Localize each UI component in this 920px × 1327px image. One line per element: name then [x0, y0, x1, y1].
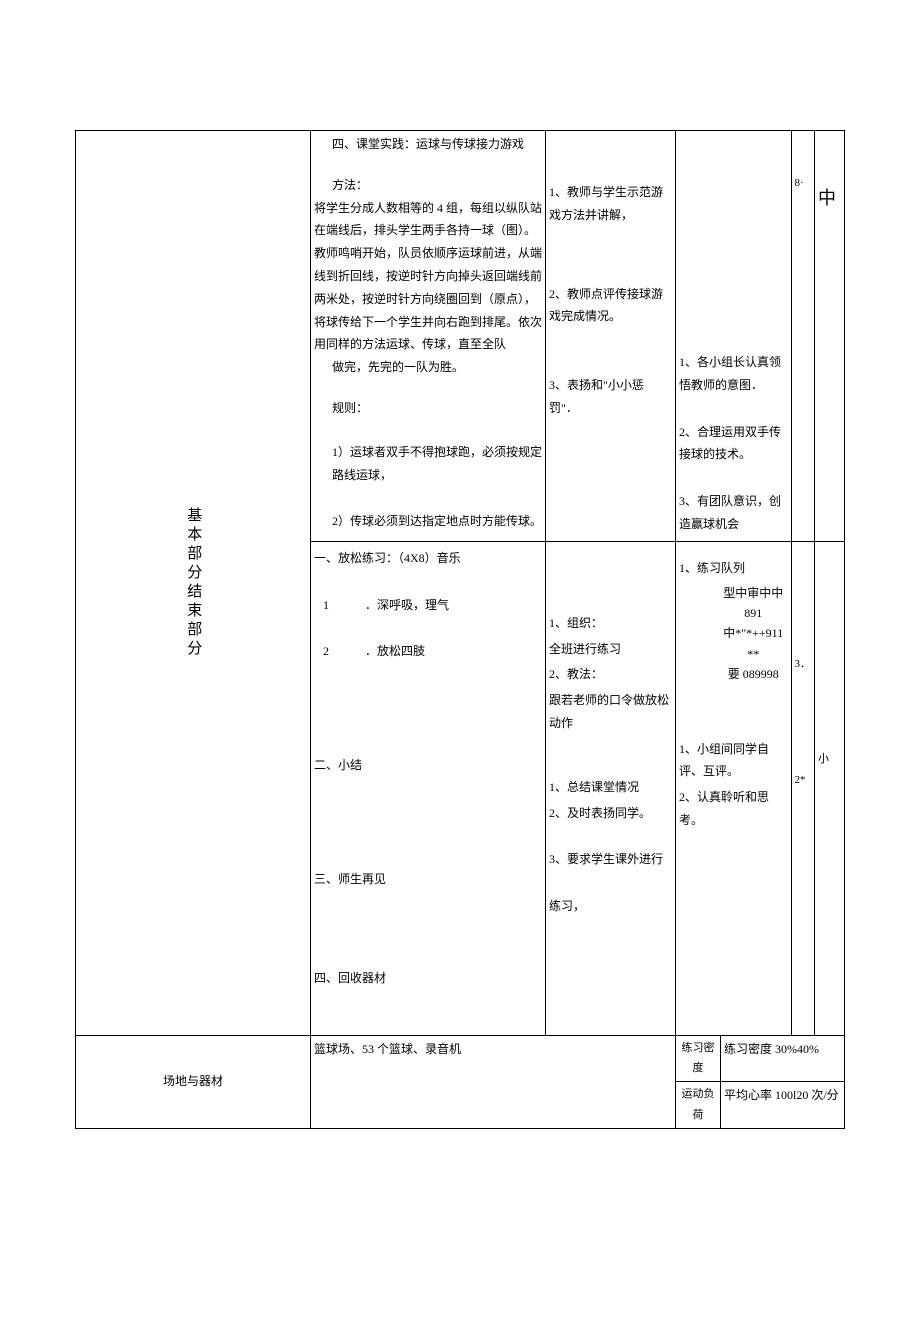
teach1-2: 2、教师点评传接球游戏完成情况。 — [549, 283, 672, 329]
stud2-c2: 2、认真聆听和思考。 — [679, 786, 788, 832]
lesson-plan-table: 基本部分结束部分 四、课堂实践：运球与传球接力游戏 方法： 将学生分成人数相等的… — [75, 130, 845, 1129]
time2-1: 3． — [795, 658, 812, 670]
stud2-c1: 1、小组间同学自评、互评。 — [679, 738, 788, 784]
student-cell-1: 1、各小组长认真领悟教师的意图． 2、合理运用双手传接球的技术。 3、有团队意识… — [676, 131, 792, 542]
rule-2: 2）传球必须到达指定地点时方能传球。 — [314, 510, 542, 533]
form-l3: ** — [719, 644, 788, 664]
intensity-cell-2: 小 — [815, 541, 845, 1035]
teach2-2: 2、教法： — [549, 663, 672, 686]
student-cell-2: 1、练习队列 型中审中中 891 中*"*++911 ** 要 089998 1… — [676, 541, 792, 1035]
stud1-1: 1、各小组长认真领悟教师的意图． — [679, 351, 788, 397]
method-done: 做完，先完的一队为胜。 — [314, 356, 542, 379]
relax2-txt: ．放松四肢 — [341, 644, 425, 658]
teach2-c1: 1、总结课堂情况 — [549, 776, 672, 799]
teach2-c3b: 练习， — [549, 895, 672, 918]
relax1-txt: ．深呼吸，理气 — [341, 598, 449, 612]
teach-cell-2: 1、组织： 全班进行练习 2、教法： 跟若老师的口令做放松动作 1、总结课堂情况… — [546, 541, 676, 1035]
equip-recover: 四、回收器材 — [314, 967, 542, 990]
relax-title: 一、放松练习：（4X8）音乐 — [314, 547, 542, 570]
summary: 二、小结 — [314, 754, 542, 777]
density-sub: 运动负荷 — [676, 1082, 721, 1129]
teach-cell-1: 1、教师与学生示范游戏方法并讲解， 2、教师点评传接球游戏完成情况。 3、表扬和… — [546, 131, 676, 542]
hr-val: 平均心率 100l20 次/分 — [721, 1082, 845, 1129]
stud1-2: 2、合理运用双手传接球的技术。 — [679, 421, 788, 467]
section-label-main: 基本部分结束部分 — [76, 131, 311, 1036]
stud1-3: 3、有团队意识，创造赢球机会 — [679, 490, 788, 536]
form-l4: 要 089998 — [719, 664, 788, 684]
rule-label: 规则： — [314, 397, 542, 420]
time-cell-2: 3． 2* — [791, 541, 815, 1035]
content-cell-2: 一、放松练习：（4X8）音乐 1 ．深呼吸，理气 2 ．放松四肢 二、小结 三、… — [311, 541, 546, 1035]
teach2-c3: 3、要求学生课外进行 — [549, 848, 672, 871]
practice-title: 四、课堂实践：运球与传球接力游戏 — [314, 133, 542, 156]
relax2-num: 2 — [314, 640, 338, 663]
method-label: 方法： — [314, 174, 542, 197]
time-cell-1: 8· — [791, 131, 815, 542]
venue-label: 场地与器材 — [76, 1035, 311, 1129]
teach1-1: 1、教师与学生示范游戏方法并讲解， — [549, 181, 672, 227]
content-cell-1: 四、课堂实践：运球与传球接力游戏 方法： 将学生分成人数相等的 4 组，每组以纵… — [311, 131, 546, 542]
teach2-1b: 全班进行练习 — [549, 638, 672, 661]
method-text: 将学生分成人数相等的 4 组，每组以纵队站在端线后，排头学生两手各持一球（图）。… — [314, 201, 542, 352]
teach2-1: 1、组织： — [549, 612, 672, 635]
teach2-2b: 跟若老师的口令做放松动作 — [549, 689, 672, 735]
time2-2: 2* — [795, 774, 806, 786]
intensity-2: 小 — [818, 753, 829, 765]
stud-form-title: 1、练习队列 — [679, 557, 788, 580]
footer-row-1: 场地与器材 篮球场、53 个篮球、录音机 练习密度 练习密度 30%40% — [76, 1035, 845, 1082]
teach1-3: 3、表扬和"小小惩罚"． — [549, 374, 672, 420]
time-1: 8· — [795, 177, 804, 189]
density-val: 练习密度 30%40% — [721, 1035, 845, 1082]
intensity-cell-1: 中 — [815, 131, 845, 542]
form-l1: 型中审中中 891 — [719, 583, 788, 624]
rule-1: 1）运球者双手不得抱球跑，必须按规定路线运球， — [314, 441, 542, 487]
venue-text: 篮球场、53 个篮球、录音机 — [311, 1035, 676, 1129]
form-l2: 中*"*++911 — [719, 623, 788, 643]
goodbye: 三、师生再见 — [314, 868, 542, 891]
page-container: 基本部分结束部分 四、课堂实践：运球与传球接力游戏 方法： 将学生分成人数相等的… — [0, 0, 920, 1327]
relax1-num: 1 — [314, 594, 338, 617]
density-label: 练习密度 — [676, 1035, 721, 1082]
teach2-c2: 2、及时表扬同学。 — [549, 802, 672, 825]
main-row-1: 基本部分结束部分 四、课堂实践：运球与传球接力游戏 方法： 将学生分成人数相等的… — [76, 131, 845, 542]
